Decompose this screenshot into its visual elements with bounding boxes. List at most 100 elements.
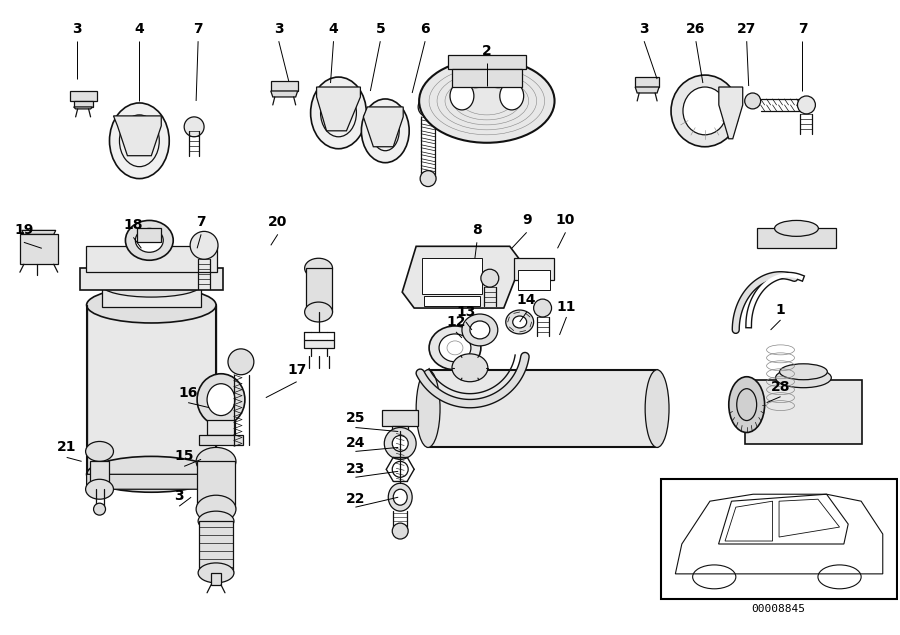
Bar: [211, 573, 221, 585]
Ellipse shape: [776, 368, 832, 388]
Text: 00008845: 00008845: [752, 604, 806, 613]
Ellipse shape: [683, 87, 727, 135]
Bar: [199, 436, 243, 445]
Text: 4: 4: [134, 22, 144, 36]
Ellipse shape: [198, 563, 234, 583]
Ellipse shape: [196, 448, 236, 476]
Polygon shape: [514, 258, 554, 280]
Ellipse shape: [135, 229, 163, 252]
Bar: [138, 229, 161, 243]
Bar: [197, 462, 235, 509]
Text: 7: 7: [196, 215, 206, 229]
Ellipse shape: [372, 111, 400, 150]
Ellipse shape: [86, 479, 113, 499]
Text: 21: 21: [57, 441, 76, 455]
Ellipse shape: [462, 314, 498, 346]
Bar: [207, 420, 235, 436]
Ellipse shape: [198, 511, 234, 531]
Polygon shape: [69, 91, 96, 101]
Bar: [392, 425, 409, 432]
Bar: [744, 380, 862, 444]
Ellipse shape: [775, 220, 818, 236]
Ellipse shape: [190, 231, 218, 259]
Ellipse shape: [470, 321, 490, 339]
Text: 24: 24: [346, 436, 365, 450]
Polygon shape: [74, 101, 93, 107]
Text: 5: 5: [375, 22, 385, 36]
Text: 14: 14: [517, 293, 536, 307]
Text: 1: 1: [776, 303, 786, 317]
Ellipse shape: [797, 96, 815, 114]
Polygon shape: [22, 231, 56, 234]
Ellipse shape: [310, 77, 366, 149]
Text: 12: 12: [446, 315, 465, 329]
Ellipse shape: [429, 326, 481, 370]
Bar: [86, 305, 216, 474]
Text: 16: 16: [178, 385, 198, 399]
Ellipse shape: [645, 370, 669, 448]
Text: 3: 3: [274, 22, 284, 36]
Polygon shape: [635, 87, 659, 93]
Ellipse shape: [671, 75, 739, 147]
Ellipse shape: [481, 269, 499, 287]
Ellipse shape: [452, 354, 488, 382]
Ellipse shape: [450, 82, 474, 110]
Polygon shape: [364, 107, 403, 147]
Text: 23: 23: [346, 462, 365, 476]
Ellipse shape: [94, 503, 105, 515]
Text: 17: 17: [287, 363, 306, 377]
Text: 27: 27: [737, 22, 756, 36]
Text: 19: 19: [14, 224, 33, 237]
Text: 26: 26: [686, 22, 706, 36]
Bar: [428, 370, 657, 448]
Text: 10: 10: [556, 213, 575, 227]
Text: 11: 11: [557, 300, 576, 314]
Text: 4: 4: [328, 22, 338, 36]
Polygon shape: [86, 474, 216, 489]
Ellipse shape: [500, 82, 524, 110]
Text: 9: 9: [522, 213, 532, 227]
Text: 3: 3: [72, 22, 82, 36]
Bar: [452, 69, 522, 87]
Ellipse shape: [744, 93, 760, 109]
Ellipse shape: [304, 258, 332, 278]
Bar: [662, 479, 897, 599]
Ellipse shape: [102, 273, 201, 297]
Bar: [20, 234, 58, 264]
Text: 13: 13: [456, 305, 475, 319]
Ellipse shape: [388, 483, 412, 511]
Text: 6: 6: [420, 22, 430, 36]
Ellipse shape: [125, 220, 173, 260]
Ellipse shape: [729, 377, 765, 432]
Polygon shape: [271, 81, 298, 91]
Polygon shape: [719, 87, 742, 139]
Ellipse shape: [513, 316, 526, 328]
Text: 7: 7: [194, 22, 202, 36]
Text: 2: 2: [482, 44, 491, 58]
Text: 20: 20: [268, 215, 287, 229]
Ellipse shape: [110, 103, 169, 178]
Ellipse shape: [196, 495, 236, 523]
Polygon shape: [74, 107, 93, 109]
Text: 3: 3: [175, 489, 184, 503]
Ellipse shape: [86, 441, 113, 462]
Ellipse shape: [392, 462, 409, 478]
Ellipse shape: [384, 427, 416, 459]
Ellipse shape: [439, 334, 471, 362]
Ellipse shape: [506, 310, 534, 334]
Ellipse shape: [393, 489, 407, 505]
Bar: [90, 462, 110, 489]
Text: 15: 15: [175, 450, 194, 464]
Ellipse shape: [419, 59, 554, 143]
Bar: [86, 246, 217, 272]
Bar: [79, 268, 223, 290]
Polygon shape: [317, 87, 360, 131]
Ellipse shape: [228, 349, 254, 375]
Text: 3: 3: [639, 22, 649, 36]
Text: 18: 18: [123, 218, 143, 232]
Polygon shape: [382, 410, 418, 425]
Ellipse shape: [420, 171, 436, 187]
Ellipse shape: [320, 89, 356, 137]
Ellipse shape: [392, 523, 409, 539]
Polygon shape: [271, 91, 298, 97]
